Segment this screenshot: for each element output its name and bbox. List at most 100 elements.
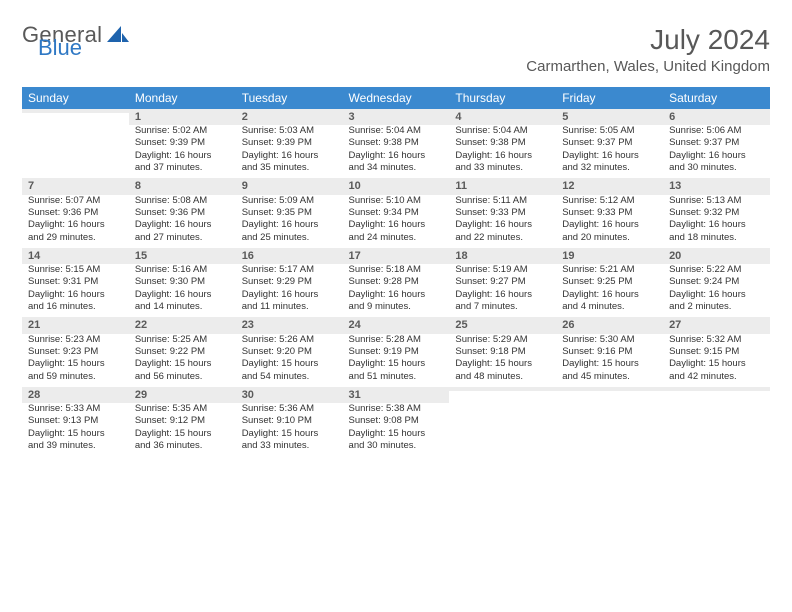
sunset-line: Sunset: 9:36 PM [28, 207, 123, 219]
day-number [22, 109, 129, 113]
dl2-line: and 27 minutes. [135, 232, 230, 244]
month-title: July 2024 [526, 24, 770, 56]
daynum-cell: 28 [22, 387, 129, 403]
day-number: 5 [556, 109, 663, 125]
calendar-body: 123456Sunrise: 5:02 AMSunset: 9:39 PMDay… [22, 109, 770, 456]
sunrise-line: Sunrise: 5:03 AM [242, 125, 337, 137]
sunrise-line: Sunrise: 5:10 AM [349, 195, 444, 207]
day-cell [22, 125, 129, 178]
day-number: 13 [663, 178, 770, 194]
day-cell: Sunrise: 5:29 AMSunset: 9:18 PMDaylight:… [449, 334, 556, 387]
dl1-line: Daylight: 16 hours [242, 219, 337, 231]
sunrise-line: Sunrise: 5:30 AM [562, 334, 657, 346]
header: General Blue July 2024 Carmarthen, Wales… [22, 18, 770, 83]
sunrise-line: Sunrise: 5:22 AM [669, 264, 764, 276]
dl2-line: and 35 minutes. [242, 162, 337, 174]
day-number [663, 387, 770, 391]
day-number: 31 [343, 387, 450, 403]
daynum-cell [22, 109, 129, 125]
dl1-line: Daylight: 16 hours [455, 219, 550, 231]
sunrise-line: Sunrise: 5:12 AM [562, 195, 657, 207]
day-number: 25 [449, 317, 556, 333]
day-header: Saturday [663, 87, 770, 109]
day-cell: Sunrise: 5:10 AMSunset: 9:34 PMDaylight:… [343, 195, 450, 248]
sunset-line: Sunset: 9:38 PM [349, 137, 444, 149]
dl1-line: Daylight: 16 hours [135, 289, 230, 301]
day-number: 6 [663, 109, 770, 125]
sunrise-line: Sunrise: 5:18 AM [349, 264, 444, 276]
day-number: 3 [343, 109, 450, 125]
day-number [449, 387, 556, 391]
dl2-line: and 56 minutes. [135, 371, 230, 383]
dl2-line: and 22 minutes. [455, 232, 550, 244]
day-cell: Sunrise: 5:16 AMSunset: 9:30 PMDaylight:… [129, 264, 236, 317]
daynum-cell [556, 387, 663, 403]
day-cell: Sunrise: 5:02 AMSunset: 9:39 PMDaylight:… [129, 125, 236, 178]
day-cell: Sunrise: 5:32 AMSunset: 9:15 PMDaylight:… [663, 334, 770, 387]
daynum-cell: 5 [556, 109, 663, 125]
daynum-cell: 9 [236, 178, 343, 194]
dl2-line: and 11 minutes. [242, 301, 337, 313]
week-content-row: Sunrise: 5:23 AMSunset: 9:23 PMDaylight:… [22, 334, 770, 387]
dl1-line: Daylight: 16 hours [562, 150, 657, 162]
dl1-line: Daylight: 16 hours [669, 219, 764, 231]
day-number: 22 [129, 317, 236, 333]
day-number: 20 [663, 248, 770, 264]
sunset-line: Sunset: 9:29 PM [242, 276, 337, 288]
day-number: 24 [343, 317, 450, 333]
day-number: 26 [556, 317, 663, 333]
sunset-line: Sunset: 9:39 PM [242, 137, 337, 149]
day-header: Tuesday [236, 87, 343, 109]
dl2-line: and 59 minutes. [28, 371, 123, 383]
sunset-line: Sunset: 9:16 PM [562, 346, 657, 358]
daynum-cell: 13 [663, 178, 770, 194]
dl1-line: Daylight: 16 hours [562, 219, 657, 231]
day-cell: Sunrise: 5:36 AMSunset: 9:10 PMDaylight:… [236, 403, 343, 456]
daynum-cell: 15 [129, 248, 236, 264]
dl1-line: Daylight: 16 hours [455, 289, 550, 301]
dl2-line: and 2 minutes. [669, 301, 764, 313]
sunset-line: Sunset: 9:13 PM [28, 415, 123, 427]
daynum-cell: 10 [343, 178, 450, 194]
week-content-row: Sunrise: 5:02 AMSunset: 9:39 PMDaylight:… [22, 125, 770, 178]
daynum-cell: 26 [556, 317, 663, 333]
sunrise-line: Sunrise: 5:25 AM [135, 334, 230, 346]
day-cell: Sunrise: 5:21 AMSunset: 9:25 PMDaylight:… [556, 264, 663, 317]
day-number: 9 [236, 178, 343, 194]
dl1-line: Daylight: 16 hours [135, 219, 230, 231]
day-cell [556, 403, 663, 456]
dl2-line: and 34 minutes. [349, 162, 444, 174]
day-cell: Sunrise: 5:13 AMSunset: 9:32 PMDaylight:… [663, 195, 770, 248]
sunrise-line: Sunrise: 5:09 AM [242, 195, 337, 207]
day-number: 2 [236, 109, 343, 125]
logo: General Blue [22, 18, 129, 57]
daynum-cell: 16 [236, 248, 343, 264]
sunrise-line: Sunrise: 5:13 AM [669, 195, 764, 207]
title-block: July 2024 Carmarthen, Wales, United King… [526, 18, 770, 83]
sunset-line: Sunset: 9:27 PM [455, 276, 550, 288]
sunrise-line: Sunrise: 5:32 AM [669, 334, 764, 346]
sunrise-line: Sunrise: 5:38 AM [349, 403, 444, 415]
day-cell: Sunrise: 5:19 AMSunset: 9:27 PMDaylight:… [449, 264, 556, 317]
dl1-line: Daylight: 15 hours [455, 358, 550, 370]
daynum-cell: 30 [236, 387, 343, 403]
daynum-row: 14151617181920 [22, 248, 770, 264]
dl2-line: and 37 minutes. [135, 162, 230, 174]
day-cell: Sunrise: 5:04 AMSunset: 9:38 PMDaylight:… [449, 125, 556, 178]
sunset-line: Sunset: 9:25 PM [562, 276, 657, 288]
daynum-cell: 3 [343, 109, 450, 125]
daynum-cell: 6 [663, 109, 770, 125]
daynum-cell: 25 [449, 317, 556, 333]
sunset-line: Sunset: 9:15 PM [669, 346, 764, 358]
day-cell [663, 403, 770, 456]
sunrise-line: Sunrise: 5:21 AM [562, 264, 657, 276]
day-cell: Sunrise: 5:09 AMSunset: 9:35 PMDaylight:… [236, 195, 343, 248]
sunset-line: Sunset: 9:30 PM [135, 276, 230, 288]
dl1-line: Daylight: 15 hours [135, 428, 230, 440]
sunrise-line: Sunrise: 5:07 AM [28, 195, 123, 207]
sunrise-line: Sunrise: 5:04 AM [455, 125, 550, 137]
daynum-cell: 22 [129, 317, 236, 333]
day-header: Thursday [449, 87, 556, 109]
sunrise-line: Sunrise: 5:11 AM [455, 195, 550, 207]
week-content-row: Sunrise: 5:07 AMSunset: 9:36 PM Daylight:… [22, 195, 770, 248]
